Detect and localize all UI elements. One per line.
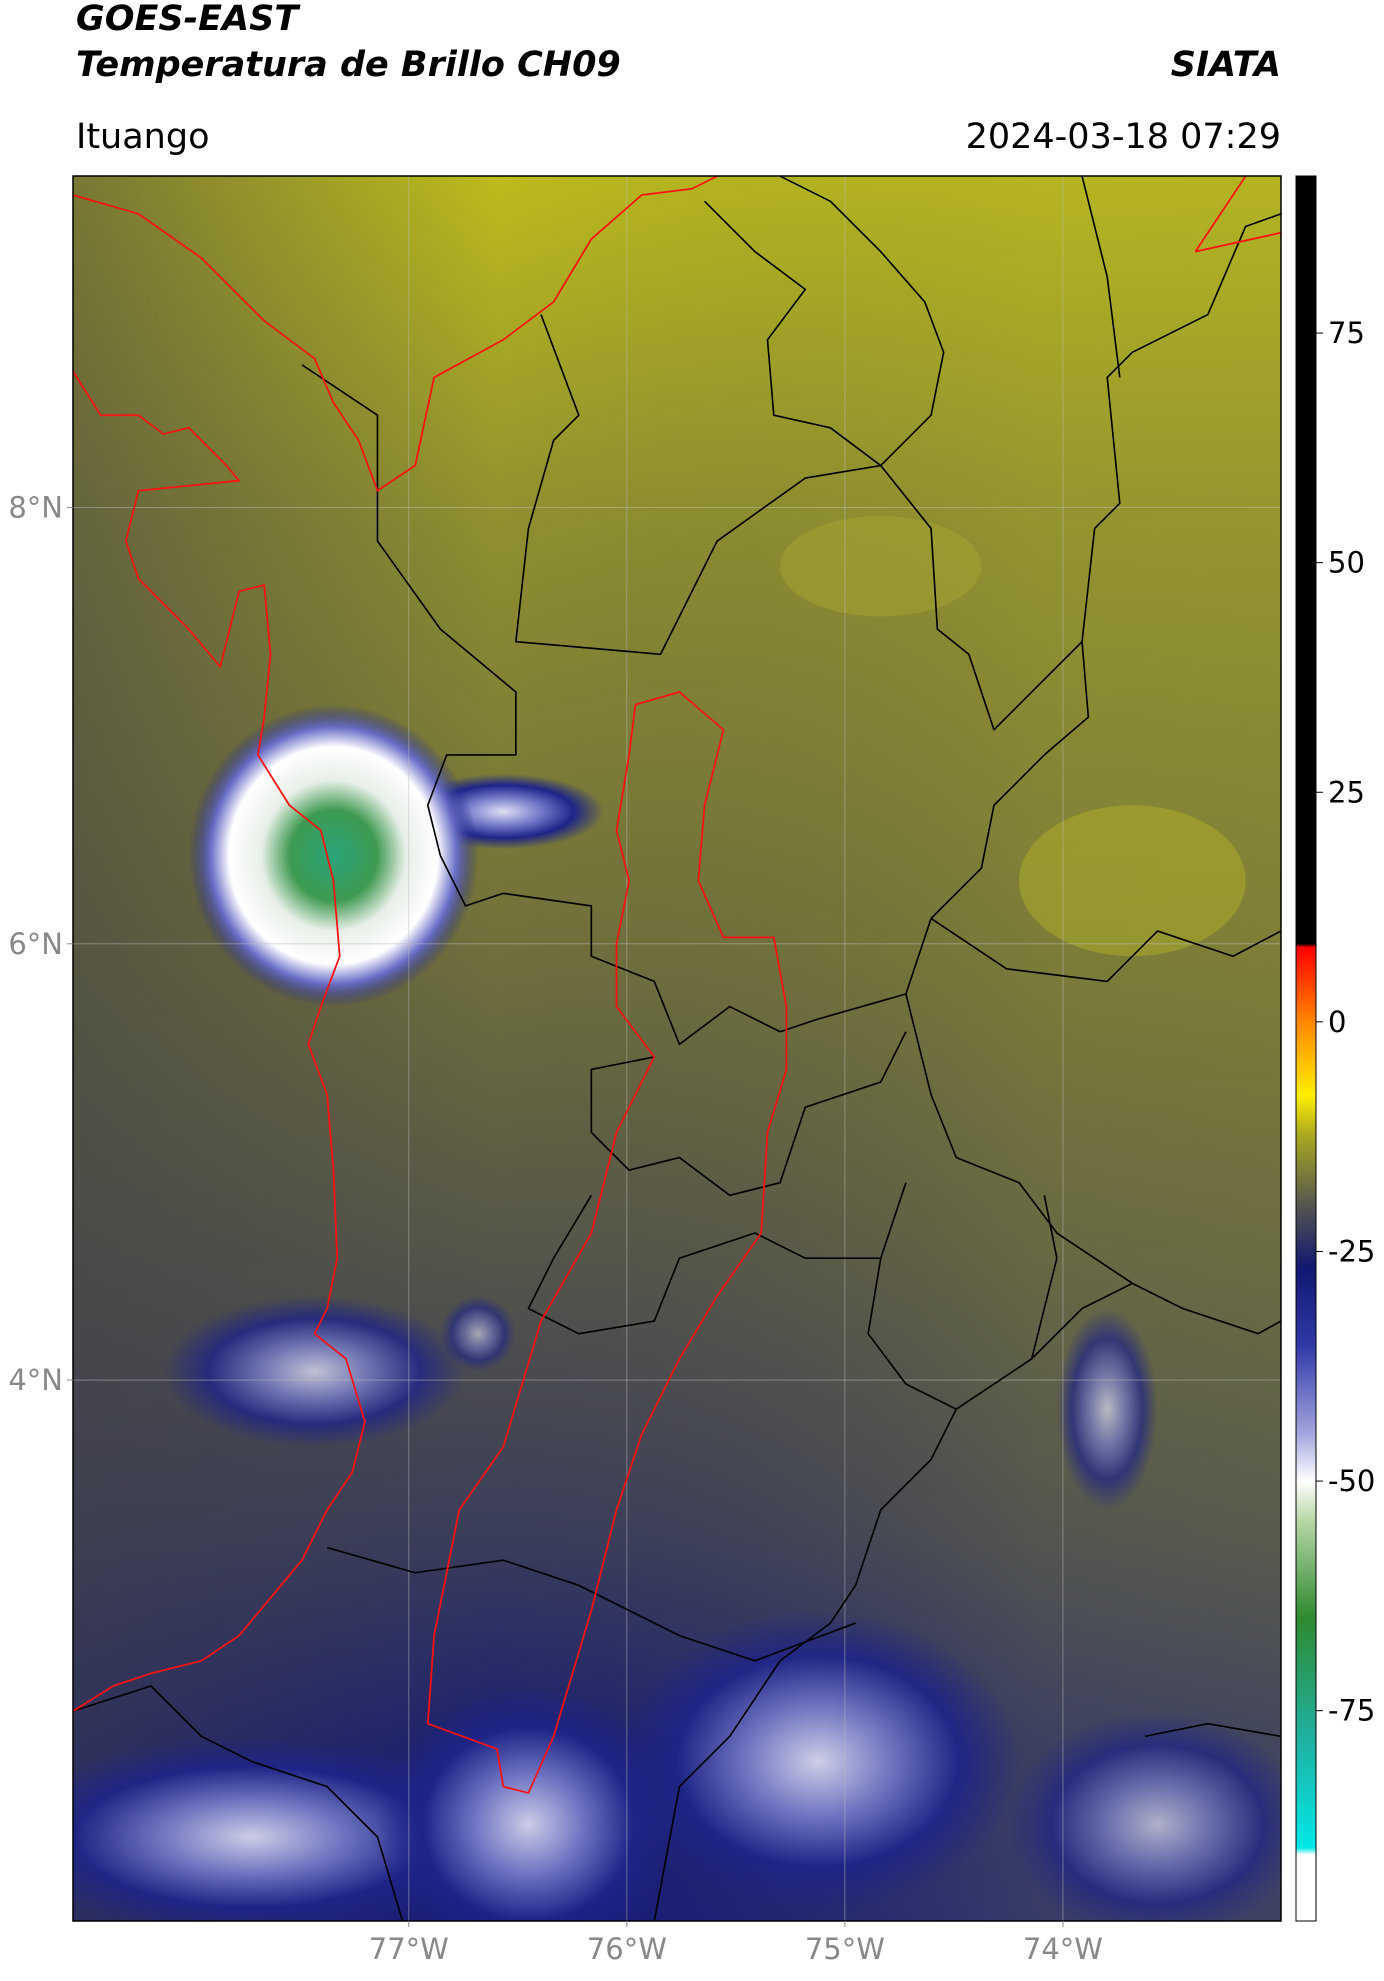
y-tick-label: 4°N — [8, 1363, 63, 1397]
colorbar-tick-label: -50 — [1328, 1464, 1375, 1498]
colorbar — [1295, 175, 1317, 1922]
colorbar-tick-label: 25 — [1328, 775, 1365, 809]
x-tick-label: 75°W — [805, 1932, 885, 1966]
map-frame — [72, 175, 1282, 1922]
satellite-image — [73, 176, 1281, 1921]
x-tick-label: 77°W — [369, 1932, 449, 1966]
colorbar-tick-label: 75 — [1328, 316, 1365, 350]
datetime: 2024-03-18 07:29 — [966, 117, 1281, 157]
location: Ituango — [76, 117, 210, 157]
brand: SIATA — [1171, 45, 1281, 85]
x-tick-label: 74°W — [1023, 1932, 1103, 1966]
subtitle: Temperatura de Brillo CH09 — [76, 45, 621, 85]
colorbar-tick-label: 0 — [1328, 1005, 1346, 1039]
colorbar-tick-label: -75 — [1328, 1694, 1375, 1728]
x-tick-label: 76°W — [587, 1932, 667, 1966]
title: GOES-EAST — [76, 0, 301, 39]
colorbar-tick-label: -25 — [1328, 1234, 1375, 1268]
y-tick-label: 6°N — [8, 927, 63, 961]
colorbar-tick-label: 50 — [1328, 546, 1365, 580]
y-tick-label: 8°N — [8, 491, 63, 525]
